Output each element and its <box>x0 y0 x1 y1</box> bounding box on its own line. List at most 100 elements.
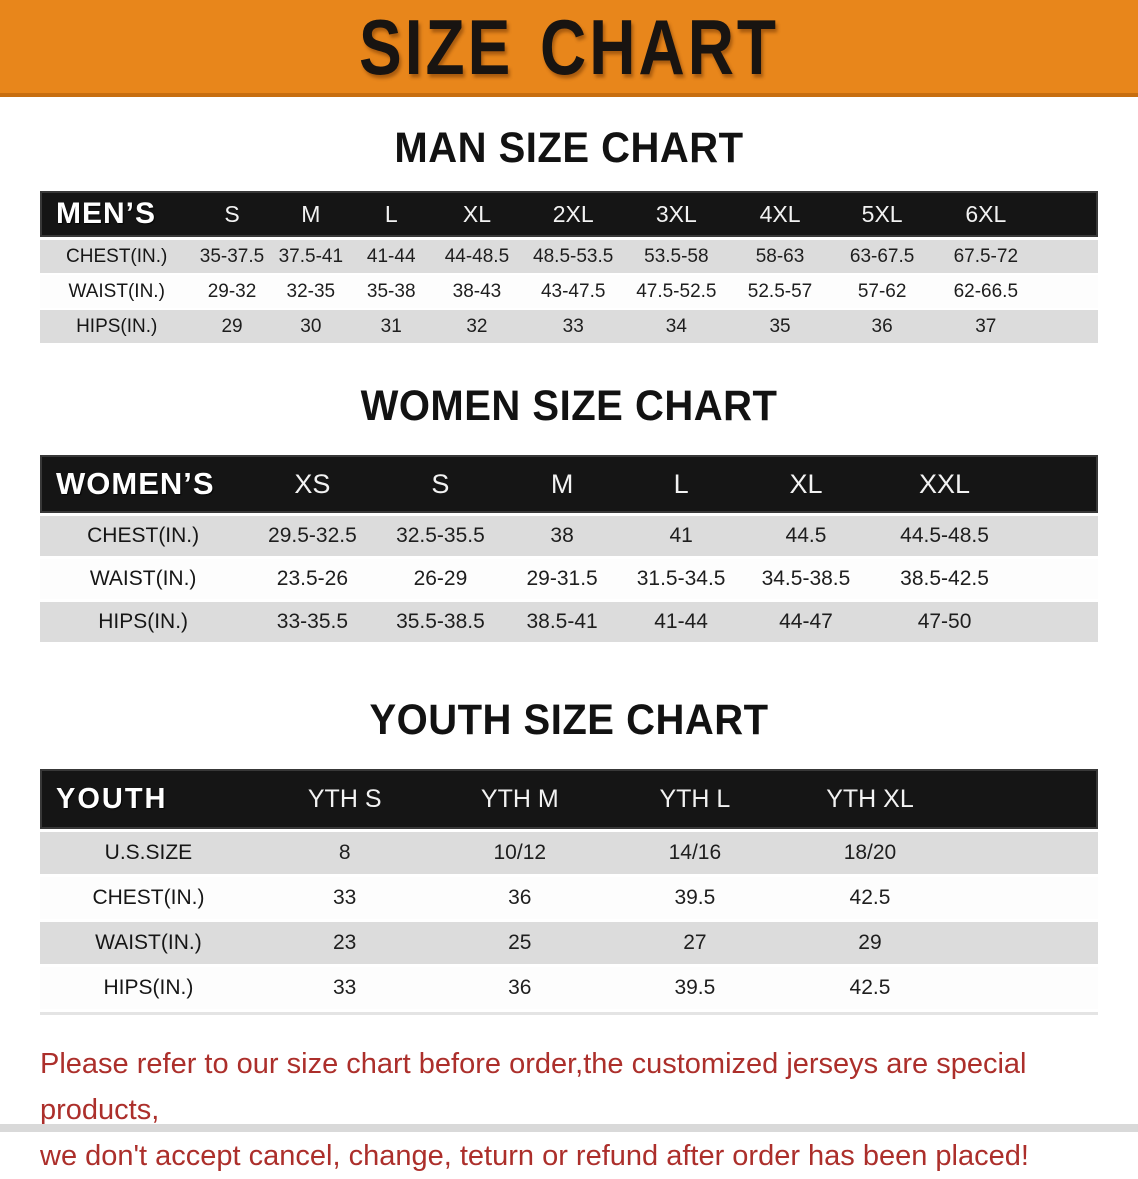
cell-value: 44-47 <box>779 610 833 633</box>
cell-value: 42.5 <box>849 886 891 909</box>
column-header: L <box>673 468 689 499</box>
cell-value: 47-50 <box>917 610 972 633</box>
column-header: M <box>550 468 574 499</box>
cell-value: 52.5-57 <box>747 280 813 302</box>
row-label: CHEST(IN.) <box>87 524 200 547</box>
cell-value: 10/12 <box>493 841 547 864</box>
column-header: 6XL <box>965 200 1007 227</box>
table-corner-label: WOMEN’S <box>56 466 215 501</box>
cell-value: 31.5-34.5 <box>636 567 726 590</box>
table-row: CHEST(IN.) 33 36 39.5 42.5 <box>40 877 1098 919</box>
cell-value: 39.5 <box>674 886 716 909</box>
filler-cell <box>1039 310 1098 343</box>
section-heading-youth: YOUTH SIZE CHART <box>369 696 769 744</box>
cell-value: 38 <box>550 524 574 547</box>
cell-value: 43-47.5 <box>540 280 606 302</box>
filler-cell <box>1018 559 1098 599</box>
cell-value: 58-63 <box>755 245 805 267</box>
cell-value: 29-32 <box>207 280 257 302</box>
cell-value: 29 <box>858 931 882 954</box>
table-row: HIPS(IN.) 33 36 39.5 42.5 <box>40 967 1098 1009</box>
column-header: XXL <box>919 468 971 499</box>
column-header: XS <box>294 468 331 499</box>
row-label: WAIST(IN.) <box>68 280 165 302</box>
column-header: S <box>224 200 240 227</box>
cell-value: 36 <box>508 976 532 999</box>
cell-value: 41 <box>669 524 693 547</box>
table-row: HIPS(IN.) 29 30 31 32 33 34 35 36 37 <box>40 310 1098 343</box>
table-header-row: WOMEN’S XS S M L XL XXL <box>40 455 1098 513</box>
cell-value: 38-43 <box>452 280 502 302</box>
cell-value: 33 <box>333 976 357 999</box>
cell-value: 67.5-72 <box>953 245 1019 267</box>
cell-value: 35.5-38.5 <box>396 610 485 633</box>
column-header: 2XL <box>552 200 594 227</box>
filler-cell <box>1018 602 1098 642</box>
column-header: YTH M <box>480 784 559 813</box>
filler-cell <box>957 877 1098 919</box>
cell-value: 41-44 <box>654 610 708 633</box>
size-section-youth: YOUTH SIZE CHART YOUTH YTH S YTH M YTH L YTH … <box>0 697 1138 1015</box>
column-header: XL <box>789 468 823 499</box>
row-label: HIPS(IN.) <box>76 315 158 337</box>
cell-value: 41-44 <box>366 245 416 267</box>
cell-value: 44.5 <box>785 524 827 547</box>
cell-value: 44-48.5 <box>444 245 510 267</box>
cell-value: 62-66.5 <box>953 280 1019 302</box>
size-table-men: MEN’S S M L XL 2XL 3XL 4XL 5XL 6XL CHEST(IN.) 35-37… <box>40 191 1098 343</box>
filler-cell <box>1039 240 1098 273</box>
cell-value: 23.5-26 <box>276 567 349 590</box>
cell-value: 42.5 <box>849 976 891 999</box>
cell-value: 30 <box>300 315 322 337</box>
filler-cell <box>1039 275 1098 308</box>
row-label: CHEST(IN.) <box>92 886 205 909</box>
cell-value: 36 <box>871 315 893 337</box>
filler-cell <box>1018 455 1098 513</box>
cell-value: 34 <box>665 315 687 337</box>
row-label: U.S.SIZE <box>104 841 193 864</box>
table-row: WAIST(IN.) 23 25 27 29 <box>40 922 1098 964</box>
cell-value: 39.5 <box>674 976 716 999</box>
row-label: CHEST(IN.) <box>66 245 168 267</box>
filler-cell <box>1039 191 1098 237</box>
cell-value: 29-31.5 <box>526 567 598 590</box>
column-header: L <box>384 200 398 227</box>
row-label: HIPS(IN.) <box>103 976 194 999</box>
cell-value: 38.5-41 <box>526 610 598 633</box>
column-header: S <box>431 468 450 499</box>
cell-value: 38.5-42.5 <box>900 567 989 590</box>
bottom-strip <box>0 1124 1138 1132</box>
cell-value: 47.5-52.5 <box>636 280 717 302</box>
cell-value: 36 <box>508 886 532 909</box>
banner: SIZE CHART <box>0 0 1138 97</box>
filler-cell <box>1018 516 1098 556</box>
size-section-women: WOMEN SIZE CHART WOMEN’S XS S M L XL XXL CHEST(I… <box>0 383 1138 642</box>
cell-value: 44.5-48.5 <box>900 524 989 547</box>
notice-line-2: we don't accept cancel, change, teturn o… <box>40 1140 1029 1172</box>
cell-value: 57-62 <box>857 280 907 302</box>
column-header: 4XL <box>759 200 801 227</box>
cell-value: 53.5-58 <box>644 245 709 267</box>
column-header: M <box>301 200 321 227</box>
size-table-women: WOMEN’S XS S M L XL XXL CHEST(IN.) 29.5-32.5 32.5… <box>40 455 1098 642</box>
cell-value: 31 <box>380 315 402 337</box>
table-row: HIPS(IN.) 33-35.5 35.5-38.5 38.5-41 41-44 44-… <box>40 602 1098 642</box>
filler-cell <box>957 922 1098 964</box>
row-label: WAIST(IN.) <box>89 567 197 590</box>
table-row: CHEST(IN.) 29.5-32.5 32.5-35.5 38 41 44.5 44.5… <box>40 516 1098 556</box>
cell-value: 8 <box>338 841 351 864</box>
cell-value: 37 <box>975 315 997 337</box>
filler-cell <box>957 967 1098 1009</box>
table-row: CHEST(IN.) 35-37.5 37.5-41 41-44 44-48.5 48.5… <box>40 240 1098 273</box>
size-section-men: MAN SIZE CHART MEN’S S M L XL 2XL 3XL 4XL 5XL 6XL C… <box>0 125 1138 343</box>
notice-line-1: Please refer to our size chart before or… <box>40 1048 1027 1126</box>
section-heading-women: WOMEN SIZE CHART <box>360 382 778 430</box>
column-header: YTH XL <box>826 784 914 813</box>
cell-value: 35 <box>769 315 791 337</box>
table-row: WAIST(IN.) 29-32 32-35 35-38 38-43 43-47.5 47.… <box>40 275 1098 308</box>
cell-value: 23 <box>333 931 357 954</box>
cell-value: 32.5-35.5 <box>396 524 485 547</box>
column-header: 5XL <box>861 200 903 227</box>
sections-container: MAN SIZE CHART MEN’S S M L XL 2XL 3XL 4XL 5XL 6XL C… <box>0 125 1138 1015</box>
